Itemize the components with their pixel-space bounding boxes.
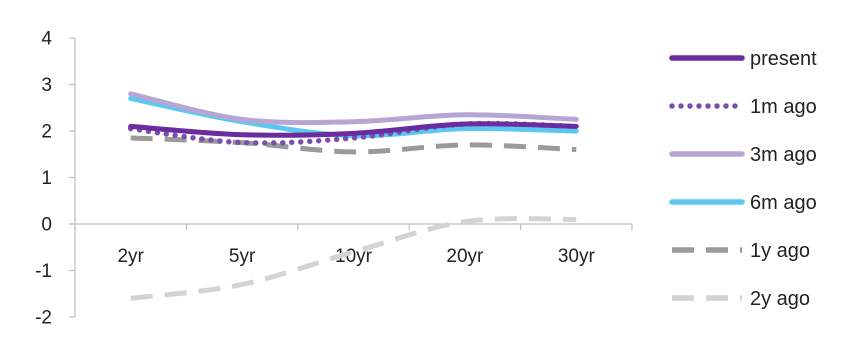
x-tick-label: 30yr [558, 246, 596, 267]
x-tick-label: 5yr [229, 246, 256, 267]
legend-label-6m-ago: 6m ago [750, 192, 817, 214]
series-line-2y-ago [130, 216, 577, 301]
series-lines [127, 91, 580, 301]
y-tick-labels: -2 -1 0 1 2 3 4 [35, 29, 75, 329]
x-tick-label: 2yr [117, 246, 144, 267]
y-tick-label: 0 [41, 215, 52, 236]
x-tick-label: 20yr [446, 246, 484, 267]
legend-label-1m-ago: 1m ago [750, 96, 817, 118]
series-line-present [128, 121, 579, 138]
legend: present 1m ago 3m ago 6m ago 1y ago 2y ago [669, 48, 817, 310]
x-tick-labels: 2yr 5yr 10yr 20yr 30yr [74, 224, 633, 267]
y-tick-label: -2 [35, 308, 52, 329]
legend-label-1y-ago: 1y ago [750, 240, 810, 262]
legend-label-3m-ago: 3m ago [750, 144, 817, 166]
y-tick-label: 3 [41, 75, 52, 96]
y-tick-label: 1 [41, 168, 52, 189]
y-tick-label: -1 [35, 261, 52, 282]
series-line-1y-ago [130, 135, 577, 155]
series-line-1m-ago [127, 120, 580, 146]
x-tick-label: 10yr [335, 246, 373, 267]
series-line-3m-ago [128, 91, 579, 126]
legend-label-present: present [750, 48, 817, 70]
y-tick-label: 2 [41, 122, 52, 143]
y-tick-label: 4 [41, 29, 52, 50]
legend-label-2y-ago: 2y ago [750, 288, 810, 310]
